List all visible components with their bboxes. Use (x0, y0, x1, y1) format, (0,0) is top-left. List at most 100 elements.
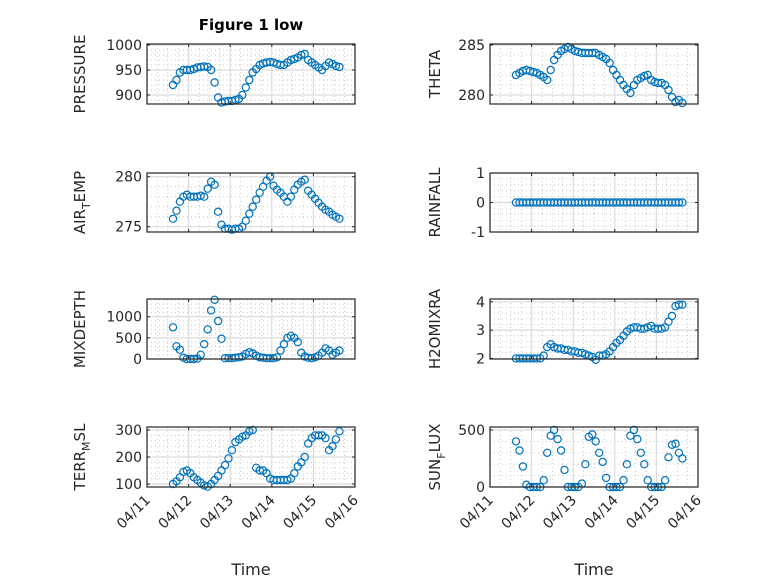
data-point (206, 306, 216, 315)
data-point (660, 476, 670, 485)
data-point (335, 427, 344, 436)
data-point (560, 465, 569, 475)
y-tick-label: 100 (115, 477, 142, 493)
data-point (331, 61, 341, 71)
y-tick-label: 285 (458, 38, 485, 54)
x-axis-label: Time (573, 560, 613, 579)
data-point (546, 65, 555, 75)
x-tick-label: 04/13 (197, 493, 237, 533)
y-axis-label: SUNFLUX (426, 424, 448, 491)
data-point (556, 446, 566, 455)
data-point (539, 476, 548, 485)
data-point (328, 442, 337, 451)
x-tick-label: 04/12 (499, 493, 539, 533)
y-tick-label: 1000 (106, 310, 142, 326)
data-point (581, 460, 590, 469)
subplot-sun_flux: 0 500 SUNFLUX 04/11 04/12 04/13 04/14 04/15 04/1… (426, 423, 705, 579)
data-point (588, 430, 597, 439)
data-point (664, 85, 673, 95)
y-tick-label: 300 (115, 423, 142, 439)
data-point (674, 300, 684, 309)
data-point (220, 460, 230, 470)
data-point (678, 300, 687, 309)
data-point (300, 175, 309, 184)
data-point (286, 192, 296, 201)
data-point (674, 198, 684, 207)
data-point (168, 323, 178, 332)
data-point (671, 439, 680, 448)
y-tick-label: 280 (458, 88, 485, 104)
series-air_temp (168, 172, 344, 234)
subplot-h2omixra: 2 3 4 H2OMIXRA (426, 288, 699, 369)
y-tick-label: 3 (476, 323, 485, 339)
data-point (203, 184, 212, 193)
data-point (199, 192, 209, 201)
data-point (248, 425, 257, 435)
data-point (300, 452, 309, 462)
data-point (203, 325, 212, 334)
data-point (598, 457, 607, 467)
data-point (175, 345, 185, 354)
data-point (172, 75, 181, 85)
x-axis-label: Time (230, 560, 270, 579)
y-tick-label: 0 (133, 352, 142, 368)
figure-title: Figure 1 low (199, 16, 304, 34)
y-axis-label: RAINFALL (426, 167, 444, 238)
y-tick-label: 1000 (106, 38, 142, 54)
data-point (331, 435, 341, 444)
data-point (245, 75, 254, 85)
data-point (258, 182, 268, 191)
x-tick-label: 04/16 (322, 492, 362, 532)
data-point (667, 440, 677, 449)
data-point (196, 191, 205, 200)
data-point (543, 448, 552, 457)
axes-box (146, 172, 356, 233)
y-tick-label: 200 (115, 450, 142, 466)
x-tick-label: 04/14 (582, 492, 622, 532)
series-terr_msl (168, 425, 344, 491)
data-point (227, 446, 237, 455)
data-point (629, 425, 639, 435)
y-tick-label: 950 (115, 63, 142, 79)
data-point (622, 460, 632, 469)
subplot-theta: 280 285 THETA (426, 38, 699, 108)
data-point (241, 83, 250, 92)
series-rainfall (511, 198, 687, 207)
y-axis-label: H2OMIXRA (426, 288, 444, 369)
axes-box (146, 43, 356, 105)
y-tick-label: -1 (471, 225, 485, 241)
axes-background (147, 173, 355, 232)
subplot-air_temp: 275 280 AIRTEMP (71, 170, 356, 236)
data-point (238, 90, 247, 100)
x-tick-label: 04/16 (665, 492, 705, 532)
data-point (307, 354, 316, 363)
y-tick-label: 900 (115, 88, 142, 104)
data-point (518, 462, 528, 471)
y-axis-label: PRESSURE (71, 35, 89, 114)
data-point (321, 433, 330, 443)
data-point (238, 222, 247, 231)
data-point (210, 180, 219, 189)
data-point (643, 476, 652, 485)
data-point (234, 353, 244, 362)
x-tick-label: 04/11 (457, 493, 497, 533)
y-axis-label: AIRTEMP (71, 171, 93, 234)
data-point (217, 334, 226, 343)
subplot-rainfall: -1 0 1 RAINFALL (426, 166, 699, 241)
data-point (293, 337, 302, 347)
data-point (640, 71, 649, 81)
data-point (168, 214, 178, 223)
data-point (511, 437, 521, 446)
axes-background (147, 44, 355, 104)
y-tick-label: 0 (476, 480, 485, 496)
axes-box (489, 43, 699, 105)
data-point (335, 214, 344, 223)
data-point (210, 295, 219, 304)
x-tick-label: 04/12 (156, 493, 196, 533)
data-point (196, 350, 205, 359)
y-tick-label: 4 (476, 295, 485, 311)
data-point (532, 354, 542, 363)
axes-background (490, 299, 698, 359)
data-point (245, 209, 254, 218)
subplot-mixdepth: 0 500 1000 MIXDEPTH (71, 290, 356, 368)
